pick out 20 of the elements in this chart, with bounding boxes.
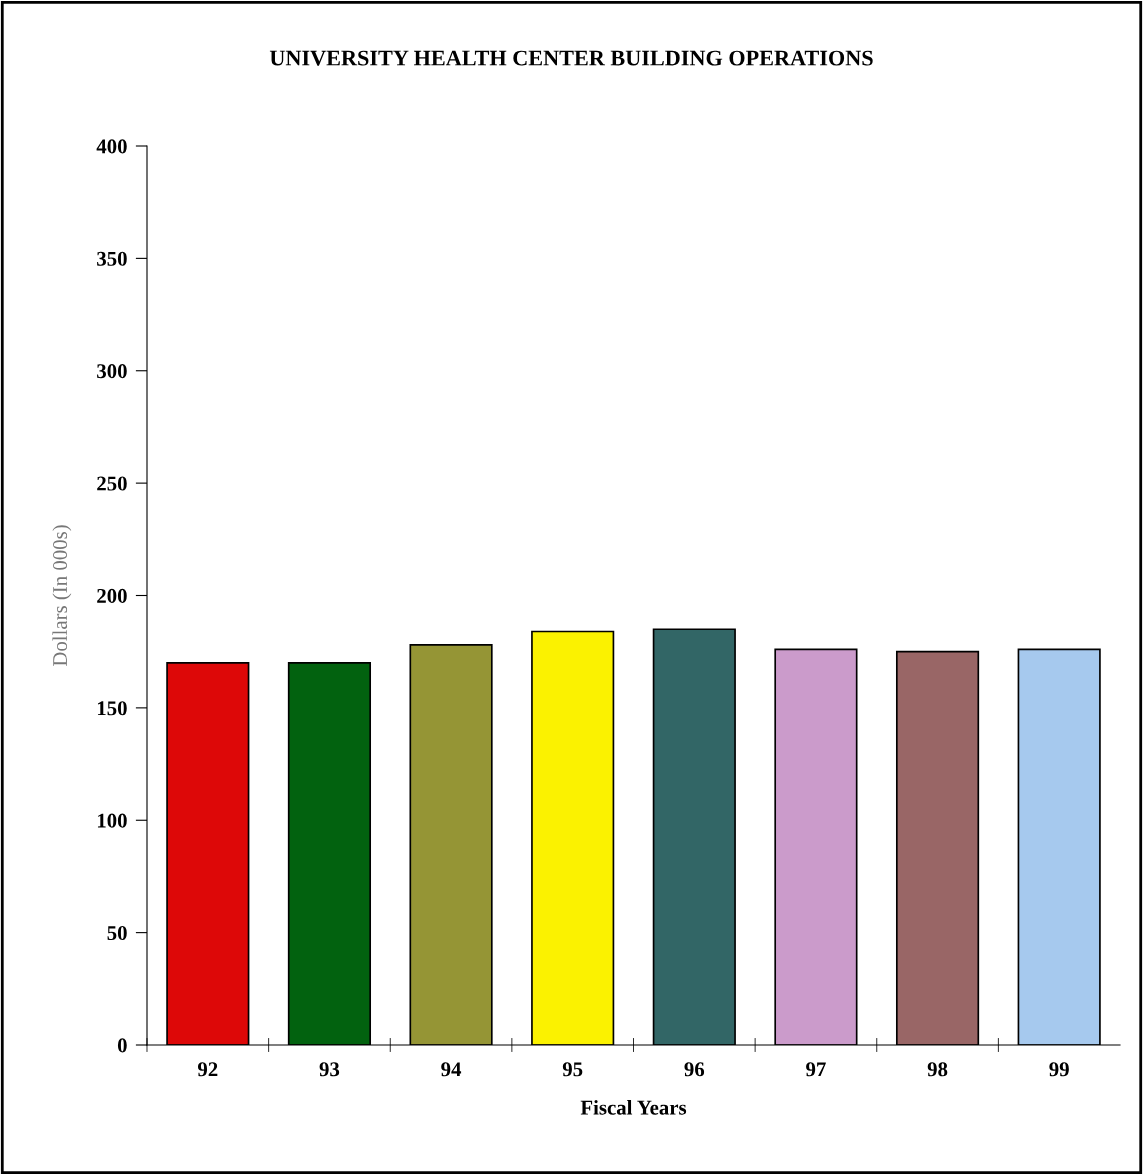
x-tick-label: 94	[441, 1062, 462, 1077]
x-tick-label: 97	[806, 1062, 826, 1077]
x-tick-label: 98	[927, 1062, 948, 1077]
y-tick-label: 150	[97, 701, 127, 716]
x-tick-label: 92	[197, 1062, 218, 1077]
y-tick-label: 100	[97, 813, 127, 828]
x-tick-label: 93	[319, 1062, 340, 1077]
y-tick-label: 250	[97, 476, 127, 491]
y-tick-label: 400	[96, 139, 127, 154]
x-tick-label: 96	[684, 1062, 705, 1077]
x-tick-label: 95	[562, 1062, 583, 1077]
y-tick-label: 350	[97, 251, 127, 266]
y-tick-label: 0	[117, 1038, 127, 1053]
y-tick-label: 200	[97, 588, 127, 603]
x-tick-label: 99	[1049, 1062, 1069, 1077]
y-tick-label: 50	[107, 926, 127, 941]
y-tick-label: 300	[97, 364, 127, 379]
chart-title: UNIVERSITY HEALTH CENTER BUILDING OPERATIONS	[269, 50, 873, 66]
y-axis-title: Dollars (In 000s)	[52, 525, 72, 667]
x-axis-title: Fiscal Years	[580, 1100, 687, 1115]
